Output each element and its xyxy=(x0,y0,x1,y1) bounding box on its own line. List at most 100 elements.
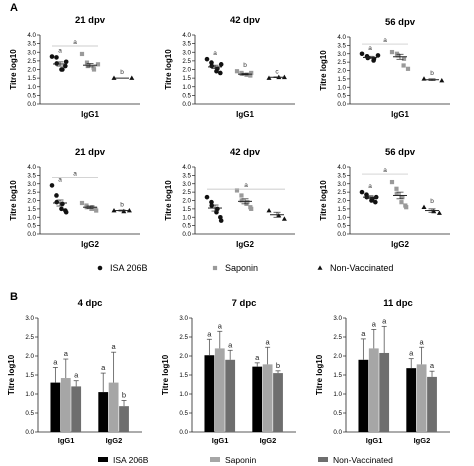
legend-label: Saponin xyxy=(225,263,258,273)
y-tick-label: 3.5 xyxy=(337,42,346,49)
scatter-chart: 0.00.5 1.01.52.0 2.53.0 3.54.0 Titre log10 56… xyxy=(319,17,450,119)
data-point-triangle xyxy=(266,207,272,213)
significance-letter: a xyxy=(58,176,62,183)
significance-letter: a xyxy=(218,321,223,330)
data-point-circle xyxy=(59,67,64,72)
y-axis-label: Titre log10 xyxy=(319,50,328,91)
chart-title: 42 dpv xyxy=(230,15,261,26)
y-axis-label: Titre log10 xyxy=(7,354,16,395)
significance-letter: a xyxy=(228,340,233,349)
y-tick-label: 0.0 xyxy=(25,429,34,436)
data-point-circle xyxy=(369,198,374,203)
y-tick-label: 0.0 xyxy=(27,231,36,238)
data-point-square xyxy=(234,69,240,74)
y-tick-label: 2.5 xyxy=(179,334,188,341)
legend-label: Non-Vaccinated xyxy=(330,263,393,273)
y-tick-label: 1.0 xyxy=(179,391,188,398)
data-point-circle xyxy=(218,218,224,223)
bar xyxy=(60,378,71,432)
bar xyxy=(50,382,61,432)
data-point-triangle xyxy=(281,216,287,221)
data-point-triangle xyxy=(129,75,135,80)
data-point-circle xyxy=(204,56,210,62)
data-point-circle xyxy=(209,63,215,69)
y-tick-label: 0.0 xyxy=(333,429,342,436)
data-point-circle xyxy=(375,53,381,58)
data-point-triangle xyxy=(126,207,132,213)
significance-letter: a xyxy=(213,50,217,57)
x-axis-label: IgG2 xyxy=(236,240,254,249)
y-tick-label: 1.0 xyxy=(333,391,342,398)
y-tick-label: 4.0 xyxy=(27,32,36,39)
x-axis-label: IgG2 xyxy=(391,240,409,249)
legend-swatch xyxy=(318,457,328,462)
y-tick-label: 0.5 xyxy=(179,410,188,417)
y-tick-label: 3.0 xyxy=(179,315,188,322)
y-tick-label: 0.0 xyxy=(179,429,188,436)
y-tick-label: 1.0 xyxy=(25,391,34,398)
bar xyxy=(108,382,119,432)
x-axis-label: IgG1 xyxy=(391,110,409,119)
data-point-circle xyxy=(54,55,59,60)
significance-letter: a xyxy=(361,329,366,338)
y-tick-label: 1.5 xyxy=(337,76,346,83)
y-tick-label: 2.5 xyxy=(27,189,36,196)
data-point-circle xyxy=(63,63,68,69)
y-tick-label: 1.5 xyxy=(333,372,342,379)
data-point-square xyxy=(95,62,101,67)
data-point-circle xyxy=(204,194,210,200)
data-point-triangle xyxy=(111,75,117,80)
data-point-square xyxy=(394,186,399,191)
x-axis-label: IgG1 xyxy=(81,110,99,119)
panel-label-b: B xyxy=(10,291,18,303)
data-point-square xyxy=(401,56,407,61)
data-point-circle xyxy=(359,189,365,195)
bar xyxy=(358,359,369,432)
data-point-circle xyxy=(365,55,371,61)
x-tick-label: IgG2 xyxy=(106,436,123,445)
bar xyxy=(214,348,225,432)
data-point-circle xyxy=(209,203,215,208)
y-tick-label: 2.5 xyxy=(182,58,191,65)
y-tick-label: 1.5 xyxy=(25,372,34,379)
significance-letter: b xyxy=(430,198,434,205)
scatter-chart: 0.00.5 1.01.52.0 2.53.0 3.54.0 Titre log10 42… xyxy=(164,147,295,249)
significance-letter: b xyxy=(122,390,126,399)
y-axis-label: Titre log10 xyxy=(164,49,173,90)
data-point-square xyxy=(234,188,240,193)
y-tick-label: 0.5 xyxy=(25,410,34,417)
significance-letter: a xyxy=(368,45,372,52)
significance-letter: b xyxy=(243,62,247,69)
significance-letter: b xyxy=(276,361,280,370)
significance-letter: a xyxy=(64,349,69,358)
data-point-square xyxy=(394,191,399,196)
y-tick-label: 0.0 xyxy=(182,231,191,238)
y-tick-label: 0.0 xyxy=(337,231,346,238)
y-tick-label: 0.0 xyxy=(182,101,191,108)
y-tick-label: 0.5 xyxy=(337,93,346,100)
bar xyxy=(262,364,273,432)
chart-title: 7 dpc xyxy=(232,298,257,309)
scatter-chart: 0.0 0.51.0 1.52.0 2.5 3.03.5 4.0 Titre log10 21… xyxy=(9,15,140,119)
bar xyxy=(368,348,379,432)
significance-letter: a xyxy=(382,316,387,325)
bar xyxy=(427,376,437,432)
bar xyxy=(204,355,215,432)
data-point-circle xyxy=(209,60,214,65)
data-point-square xyxy=(212,265,218,271)
data-point-triangle xyxy=(266,75,272,80)
chart-title: 56 dpv xyxy=(385,17,416,28)
x-tick-label: IgG1 xyxy=(366,436,383,445)
y-tick-label: 4.0 xyxy=(27,164,36,171)
data-point-triangle xyxy=(111,207,117,213)
data-point-circle xyxy=(209,199,214,205)
chart-title: 4 dpc xyxy=(78,298,103,309)
y-tick-label: 2.5 xyxy=(337,59,346,66)
y-tick-label: 2.0 xyxy=(25,353,34,360)
y-tick-label: 0.0 xyxy=(27,101,36,108)
y-tick-label: 1.5 xyxy=(182,75,191,82)
y-tick-label: 3.0 xyxy=(182,49,191,56)
y-tick-label: 0.5 xyxy=(337,223,346,230)
significance-letter: a xyxy=(73,39,77,46)
